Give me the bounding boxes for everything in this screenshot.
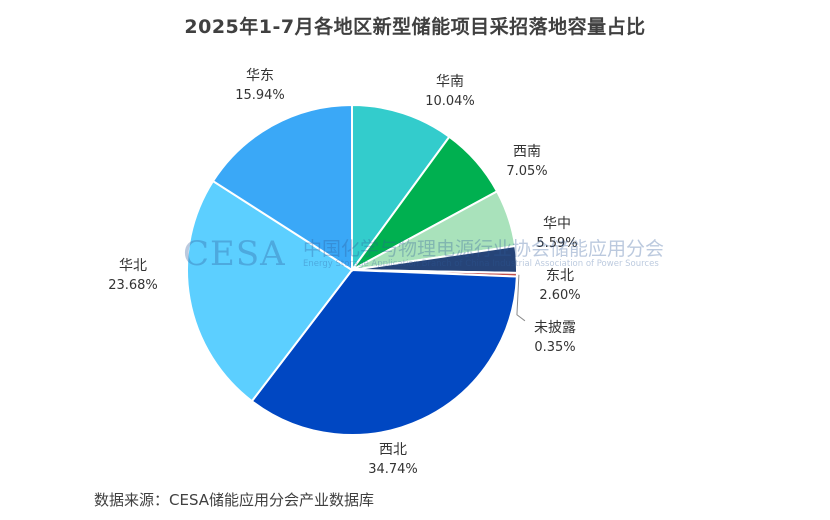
slice-label: 华北 23.68% <box>98 256 168 296</box>
slice-label-name: 华中 <box>543 216 571 232</box>
slice-label-name: 华南 <box>436 74 464 90</box>
slice-label: 东北 2.60% <box>530 266 590 306</box>
slice-label-name: 东北 <box>546 268 574 284</box>
slice-label-percent: 15.94% <box>235 88 285 103</box>
slice-label-name: 西北 <box>379 442 407 458</box>
slice-label-name: 未披露 <box>534 320 576 336</box>
slice-label: 西北 34.74% <box>358 440 428 480</box>
pie-slice <box>211 103 353 272</box>
slice-label-percent: 0.35% <box>534 340 576 355</box>
slice-label-name: 华北 <box>119 258 147 274</box>
slice-label-percent: 10.04% <box>425 94 475 109</box>
slice-label: 华中 5.59% <box>527 214 587 254</box>
pie-slices <box>186 103 518 436</box>
slice-label-percent: 7.05% <box>506 164 548 179</box>
slice-label-percent: 34.74% <box>368 462 418 477</box>
slice-label-percent: 23.68% <box>108 278 158 293</box>
pie-slice <box>351 103 451 274</box>
source-note: 数据来源：CESA储能应用分会产业数据库 <box>94 491 375 509</box>
leader-lines <box>516 274 526 322</box>
slice-label: 华南 10.04% <box>410 72 490 112</box>
slice-label-percent: 5.59% <box>536 236 578 251</box>
slice-label-name: 西南 <box>513 144 541 160</box>
slice-label: 华东 15.94% <box>225 66 295 106</box>
slice-label: 未披露 0.35% <box>520 318 590 358</box>
leader-line <box>516 274 526 322</box>
slice-label: 西南 7.05% <box>497 142 557 182</box>
slice-label-percent: 2.60% <box>539 288 581 303</box>
pie-slice <box>186 179 354 403</box>
slice-label-name: 华东 <box>246 68 274 84</box>
pie-slice <box>250 268 518 436</box>
chart-title: 2025年1-7月各地区新型储能项目采招落地容量占比 <box>184 16 646 38</box>
